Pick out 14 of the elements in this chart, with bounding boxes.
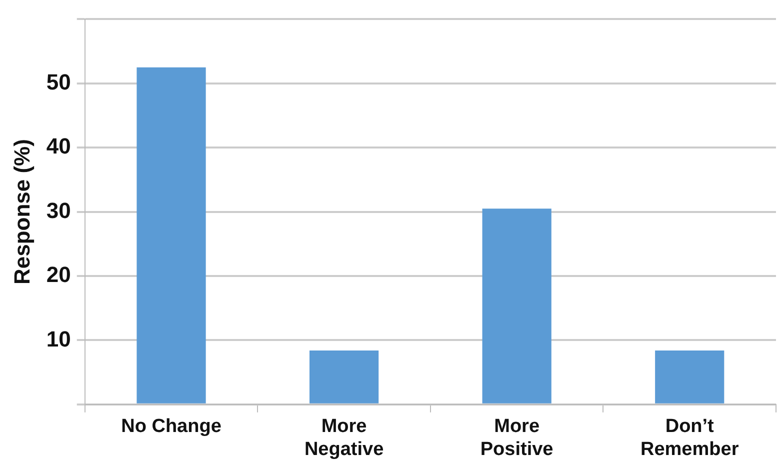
x-tick-label: More Positive (480, 416, 554, 460)
y-tick-label: 40 (46, 134, 71, 159)
x-tick-label: Don’t Remember (640, 416, 740, 460)
y-tick-label: 30 (46, 198, 71, 223)
y-tick-label: 20 (46, 262, 71, 288)
y-axis-title: Response (%) (9, 139, 34, 285)
y-tick-label: 50 (46, 69, 71, 94)
bar (309, 350, 379, 404)
x-tick-label: More Negative (304, 416, 384, 460)
y-tick-label: 10 (46, 326, 71, 352)
x-tick-label: No Change (121, 416, 222, 438)
bar (136, 67, 206, 404)
bar (482, 208, 552, 404)
bar (655, 350, 724, 404)
